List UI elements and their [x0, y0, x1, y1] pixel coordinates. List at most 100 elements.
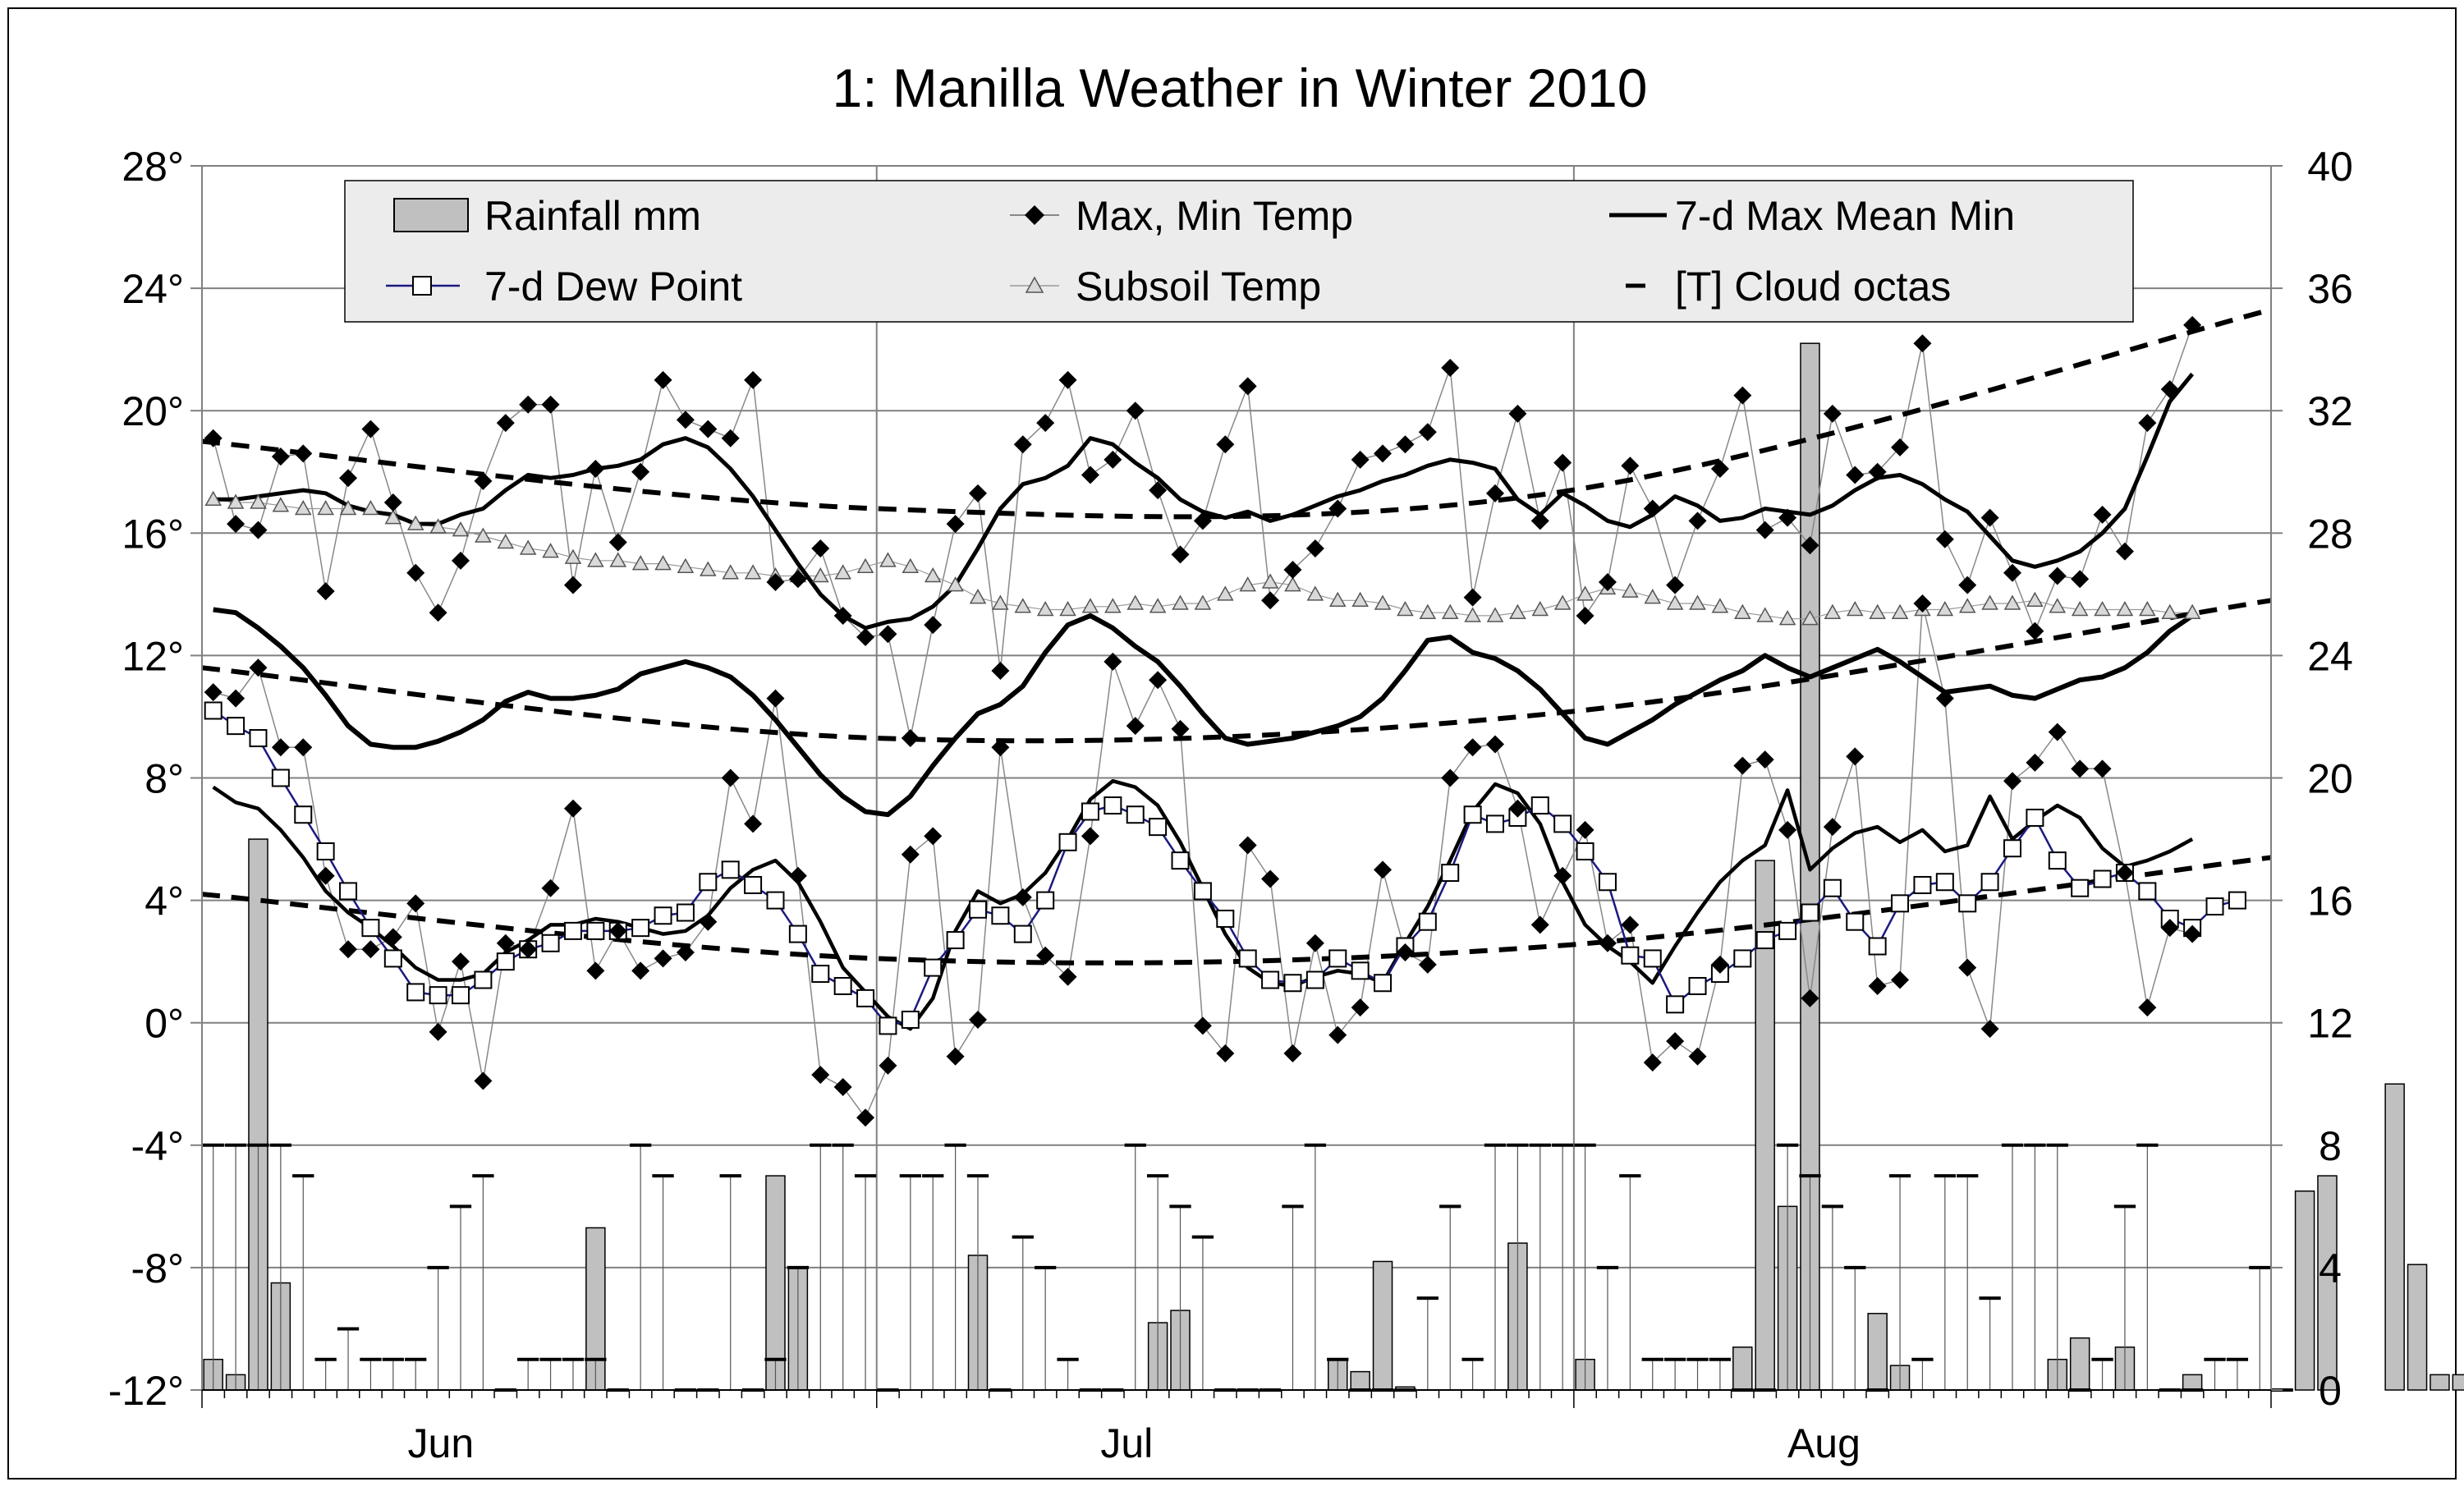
legend-label: 7-d Dew Point: [484, 264, 742, 310]
dew-point-point: [1238, 949, 1257, 968]
min-temp-point: [1396, 943, 1415, 961]
subsoil-temp-point: [1869, 603, 1886, 619]
min-temp-point: [1149, 671, 1168, 690]
max-temp-point: [1305, 539, 1324, 557]
rainfall-bar: [2317, 1175, 2338, 1391]
subsoil-temp-point: [1397, 600, 1414, 617]
max-temp-point: [519, 395, 538, 414]
max-temp-point: [2138, 414, 2157, 433]
dew-point-point: [1193, 882, 1212, 901]
dew-point-point: [1666, 995, 1685, 1014]
axes-layer: -12° -8° -4° 0° 4° 8° 12° 16° 20° 24° 28° 0 4 8 12 16 20…: [108, 144, 2353, 1466]
dew-point-point: [1328, 949, 1347, 968]
max-temp-point: [294, 444, 313, 463]
dew-point-point: [631, 919, 650, 938]
min-temp-point: [1328, 1025, 1347, 1044]
dew-point-point: [788, 924, 807, 943]
subsoil-temp-point: [1846, 600, 1864, 617]
marker-layer: [204, 315, 2246, 1127]
rainfall-bar: [2452, 1374, 2464, 1391]
dew-point-point: [1801, 903, 1819, 922]
min-temp-point: [1036, 946, 1055, 965]
min-temp-point: [1374, 860, 1393, 879]
subsoil-temp-point: [722, 564, 739, 580]
max-temp-point: [721, 429, 740, 447]
max-temp-point: [1733, 386, 1752, 405]
max-temp-point: [271, 447, 290, 466]
max-temp-point: [1755, 521, 1774, 539]
subsoil-temp-point: [2071, 600, 2089, 617]
min-temp-point: [1418, 955, 1437, 974]
subsoil-temp-point: [969, 589, 987, 604]
subsoil-temp-point: [1644, 589, 1662, 604]
min-temp-point: [406, 894, 425, 913]
max-temp-point: [452, 551, 470, 570]
dew-point-point: [586, 921, 605, 940]
max-temp-point: [654, 370, 672, 389]
dew-point-point: [811, 965, 830, 984]
min-temp-point: [2160, 919, 2179, 938]
max-temp-point: [541, 395, 560, 414]
min-temp-point: [1441, 768, 1460, 787]
dew-point-point: [1081, 802, 1099, 821]
dew-point-point: [383, 949, 402, 968]
min-temp-point: [1283, 1044, 1302, 1062]
min-temp-point: [766, 689, 785, 708]
min-temp-point: [969, 1010, 987, 1029]
max-temp-point: [1058, 370, 1077, 389]
max-temp-point: [1238, 377, 1257, 396]
dew-point-point: [1283, 974, 1302, 993]
max-temp-point: [1980, 508, 1999, 527]
subsoil-temp-point: [1306, 585, 1324, 601]
min-temp-point: [991, 738, 1010, 757]
subsoil-temp-point: [2161, 603, 2179, 619]
max-temp-point: [1463, 588, 1482, 607]
dew-point-point: [1126, 805, 1145, 824]
min-temp-point: [1710, 955, 1729, 974]
dew-point-point: [294, 805, 313, 824]
min-temp-point: [294, 738, 313, 757]
dew-point-point: [969, 900, 987, 919]
dew-point-point: [563, 921, 582, 940]
subsoil-temp-point: [2026, 591, 2044, 608]
legend-box: [344, 180, 2134, 323]
left-tick-label: 12°: [122, 633, 184, 679]
subsoil-temp-point: [1711, 598, 1729, 613]
max-temp-point: [361, 420, 380, 438]
legend-symbol-triangle: [1025, 276, 1044, 293]
subsoil-temp-point: [564, 548, 582, 564]
min-temp-point: [519, 940, 538, 959]
max-temp-point: [1036, 414, 1055, 433]
min-temp-point: [1980, 1020, 1999, 1039]
dew-point-point: [2071, 879, 2090, 897]
legend-symbol-diamond: [1025, 205, 1044, 225]
dew-point-point: [361, 919, 380, 938]
max-temp-point: [1283, 561, 1302, 580]
subsoil-temp-point: [1194, 594, 1212, 610]
max-temp-point: [991, 662, 1010, 681]
min-trend-line: [201, 855, 2272, 966]
mean-running-line: [213, 607, 2194, 818]
min-temp-point: [788, 866, 807, 885]
subsoil-temp-point: [609, 552, 627, 567]
min-temp-point: [1486, 735, 1504, 754]
max-temp-point: [1935, 530, 1954, 548]
subsoil-temp-point: [1689, 594, 1706, 610]
subsoil-temp-point: [1576, 585, 1594, 601]
dew-point-point: [1171, 851, 1190, 870]
left-tick-label: -8°: [131, 1246, 184, 1291]
min-temp-point: [699, 912, 718, 931]
min-temp-point: [631, 961, 650, 980]
subsoil-temp-point: [811, 567, 829, 583]
subsoil-temp-point: [1126, 594, 1145, 610]
subsoil-temp-point: [947, 576, 964, 592]
max-temp-point: [1149, 481, 1168, 500]
right-tick-label: 0: [2319, 1368, 2342, 1414]
subsoil-temp-point: [744, 564, 762, 580]
max-temp-point: [1643, 499, 1662, 518]
dew-point-point: [1980, 873, 1999, 892]
max-temp-point: [1576, 606, 1594, 625]
dew-point-point: [1891, 894, 1910, 913]
subsoil-temp-point: [1801, 610, 1819, 626]
min-temp-point: [1058, 967, 1077, 986]
